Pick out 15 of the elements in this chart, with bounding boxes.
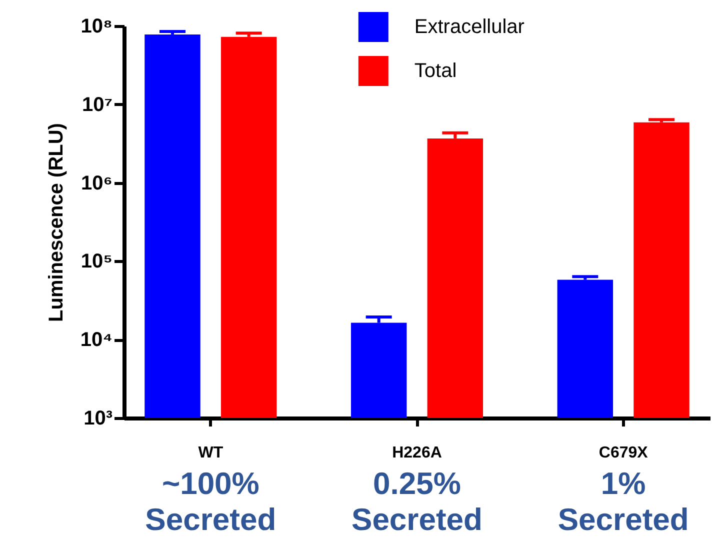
legend-label: Total <box>414 60 457 82</box>
legend-label: Extracellular <box>414 16 525 38</box>
x-tick-label: C679X <box>598 444 648 462</box>
text: ~100% Secreted <box>145 466 276 537</box>
y-axis-title: Luminescence (RLU) <box>45 123 68 322</box>
y-tick-label: 10⁸ <box>80 16 112 38</box>
y-tick-label: 10⁵ <box>80 250 112 273</box>
x-tick-label: H226A <box>392 444 442 462</box>
y-tick-label: 10⁶ <box>81 172 112 194</box>
y-tick-label: 10³ <box>84 408 113 430</box>
y-tick-label: 10⁴ <box>80 329 112 352</box>
x-tick-label: WT <box>198 444 224 462</box>
text: 1% Secreted <box>558 466 689 537</box>
text: 0.25% Secreted <box>352 466 482 537</box>
y-tick-label: 10⁷ <box>82 94 112 116</box>
